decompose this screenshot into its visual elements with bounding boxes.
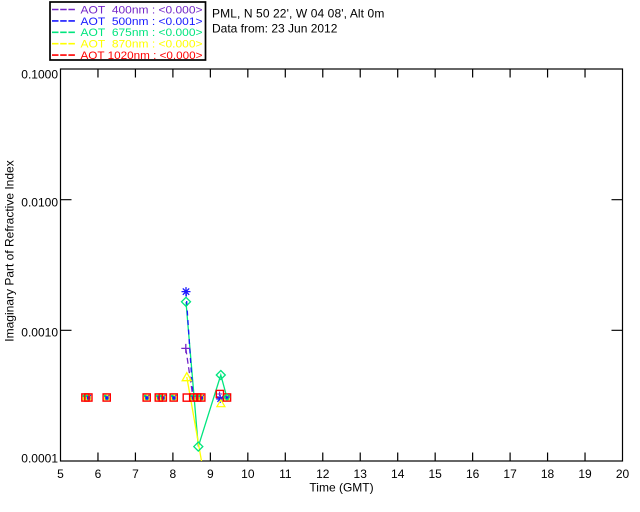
svg-text:13: 13	[354, 467, 368, 481]
svg-text:Data from: 23 Jun 2012: Data from: 23 Jun 2012	[212, 22, 338, 36]
svg-text:AOT 870nm : <0.000>: AOT 870nm : <0.000>	[81, 39, 203, 51]
svg-text:9: 9	[207, 467, 214, 481]
svg-text:6: 6	[95, 467, 102, 481]
svg-text:AOT 400nm : <0.000>: AOT 400nm : <0.000>	[81, 4, 203, 16]
svg-text:0.1000: 0.1000	[21, 67, 58, 81]
svg-text:17: 17	[503, 467, 517, 481]
svg-text:14: 14	[391, 467, 405, 481]
svg-text:0.0001: 0.0001	[21, 452, 58, 466]
svg-text:18: 18	[541, 467, 555, 481]
svg-text:0.0100: 0.0100	[21, 195, 58, 209]
svg-text:AOT 1020nm : <0.000>: AOT 1020nm : <0.000>	[81, 50, 203, 62]
svg-text:5: 5	[57, 467, 64, 481]
svg-text:Imaginary Part of Refractive I: Imaginary Part of Refractive Index	[3, 160, 17, 341]
svg-text:8: 8	[170, 467, 177, 481]
svg-text:19: 19	[578, 467, 592, 481]
svg-text:10: 10	[241, 467, 255, 481]
svg-text:20: 20	[616, 467, 630, 481]
svg-text:16: 16	[466, 467, 480, 481]
svg-text:11: 11	[279, 467, 292, 481]
svg-text:12: 12	[316, 467, 330, 481]
svg-text:AOT 500nm : <0.001>: AOT 500nm : <0.001>	[81, 16, 203, 28]
svg-text:0.0010: 0.0010	[21, 325, 58, 339]
svg-text:Time (GMT): Time (GMT)	[309, 480, 373, 494]
svg-text:AOT 675nm : <0.000>: AOT 675nm : <0.000>	[81, 27, 203, 39]
svg-text:PML, N 50 22', W 04 08', Alt 0: PML, N 50 22', W 04 08', Alt 0m	[212, 6, 384, 20]
svg-text:15: 15	[428, 467, 442, 481]
svg-text:7: 7	[132, 467, 139, 481]
